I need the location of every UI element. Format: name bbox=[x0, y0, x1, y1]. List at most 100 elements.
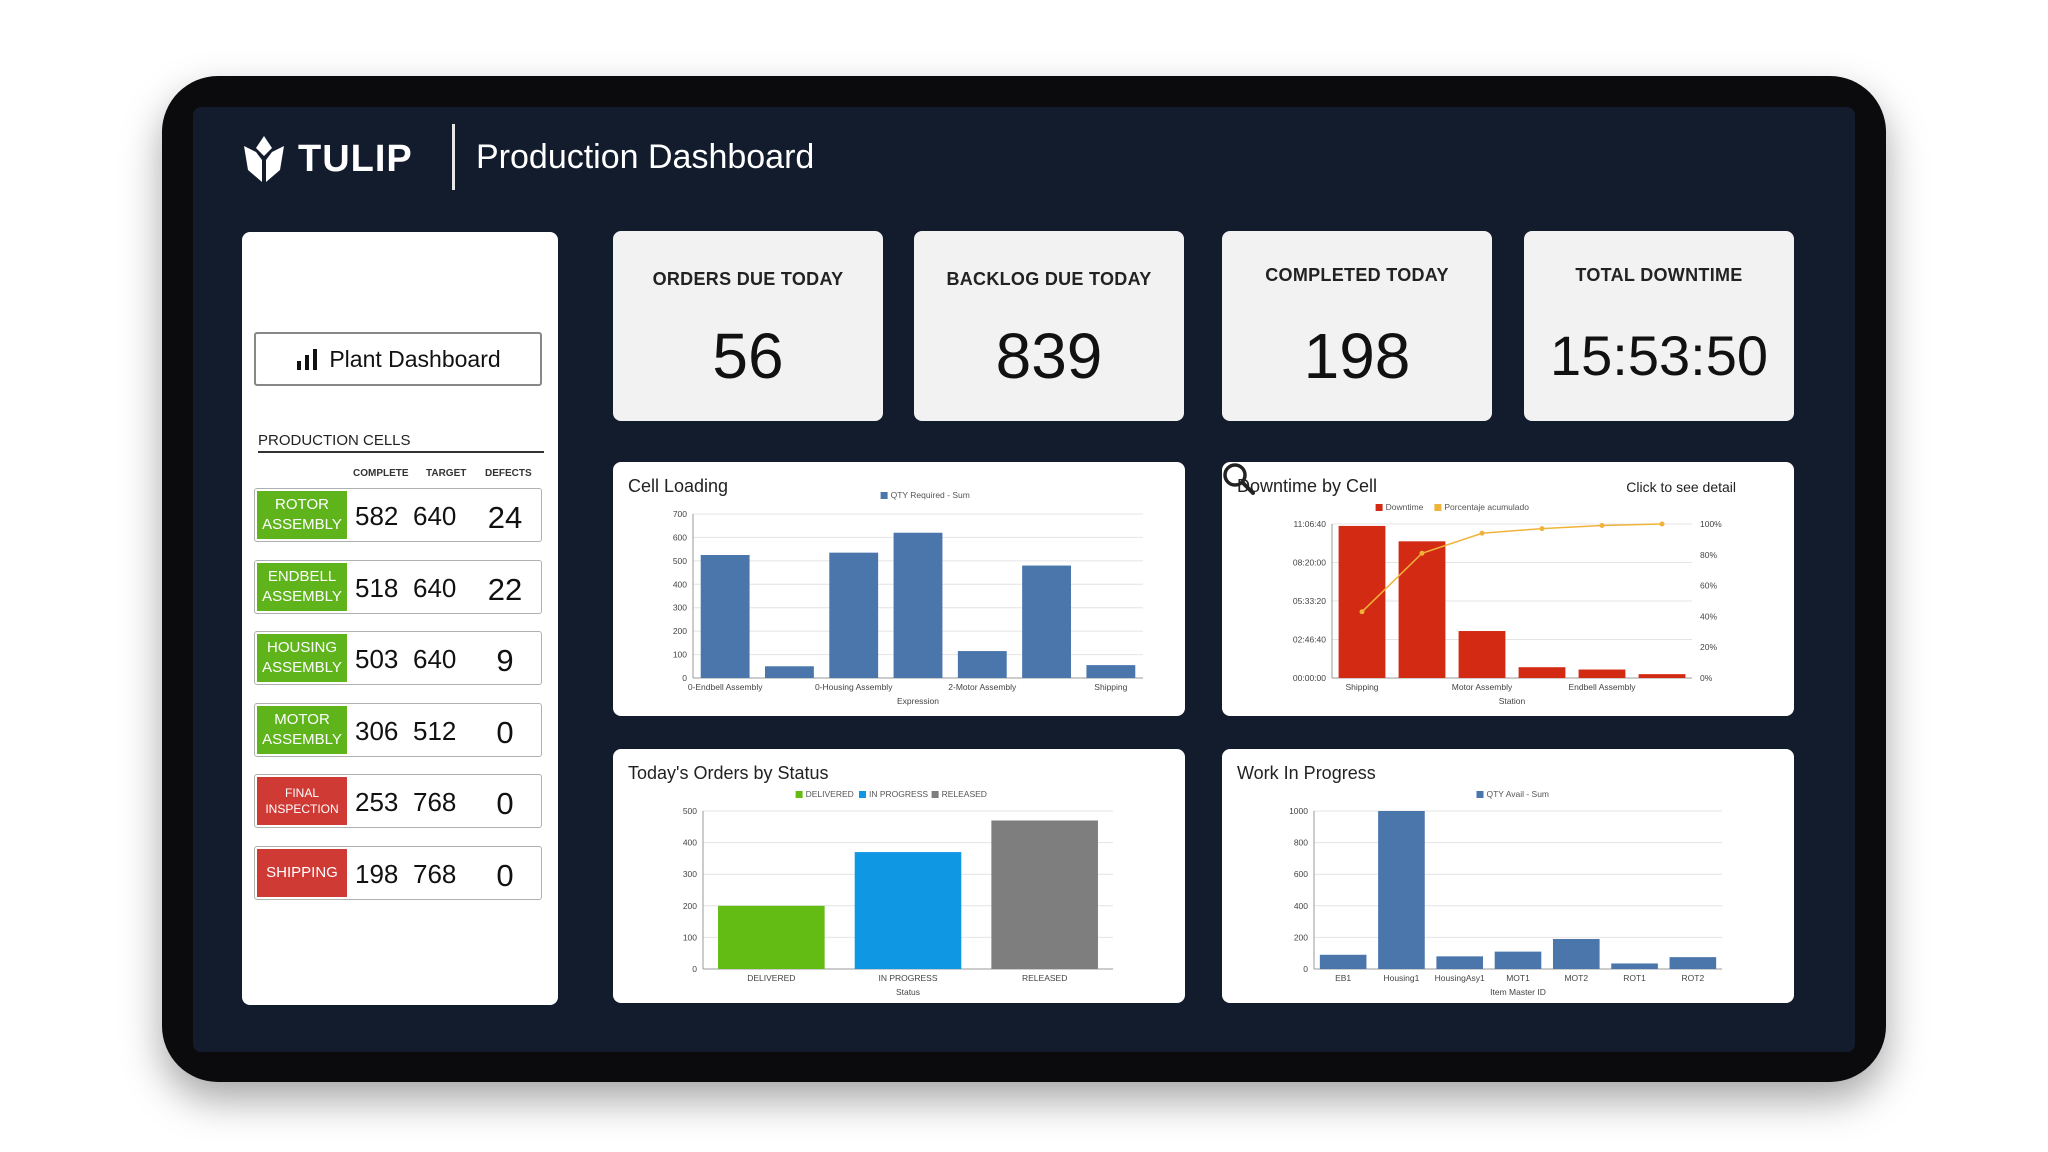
bar bbox=[718, 905, 825, 969]
panel-title: Cell Loading bbox=[628, 476, 729, 496]
header-divider bbox=[452, 124, 455, 190]
x-tick-label: DELIVERED bbox=[747, 973, 795, 983]
see-detail-link[interactable]: Click to see detail bbox=[1626, 479, 1736, 495]
y2-tick-label: 40% bbox=[1700, 611, 1717, 621]
column-header-defects: DEFECTS bbox=[485, 468, 532, 479]
cell-target-value: 640 bbox=[413, 501, 457, 531]
x-tick-label: EB1 bbox=[1335, 973, 1351, 983]
y-tick-label: 0 bbox=[682, 673, 687, 683]
y-tick-label: 400 bbox=[1294, 901, 1308, 911]
x-axis-title: Status bbox=[896, 987, 920, 997]
legend-swatch bbox=[1434, 504, 1442, 511]
y2-tick-label: 100% bbox=[1700, 519, 1722, 529]
production-cell-row[interactable]: HOUSING ASSEMBLY 503 640 9 bbox=[254, 631, 542, 685]
x-tick-label: MOT2 bbox=[1564, 973, 1588, 983]
y-tick-label: 11:06:40 bbox=[1294, 519, 1327, 529]
kpi-value: 839 bbox=[995, 320, 1103, 392]
cell-complete-value: 306 bbox=[355, 715, 399, 746]
bar bbox=[765, 666, 814, 678]
cell-name-badge: ROTOR ASSEMBLY bbox=[257, 491, 347, 539]
search-icon[interactable] bbox=[1222, 462, 1256, 496]
bar bbox=[1611, 963, 1658, 969]
y-tick-label: 100 bbox=[683, 932, 697, 942]
cell-complete-value: 198 bbox=[355, 858, 399, 889]
cell-target-value: 640 bbox=[413, 572, 457, 603]
cell-name-badge: MOTOR ASSEMBLY bbox=[257, 705, 347, 754]
legend-swatch bbox=[931, 791, 939, 798]
y-tick-label: 400 bbox=[673, 579, 687, 589]
page-title: Production Dashboard bbox=[476, 138, 815, 176]
kpi-value: 15:53:50 bbox=[1550, 324, 1768, 387]
bar bbox=[1319, 954, 1367, 969]
plant-dashboard-button[interactable]: Plant Dashboard bbox=[254, 332, 542, 386]
production-cell-row[interactable]: ENDBELL ASSEMBLY 518 640 22 bbox=[254, 559, 542, 614]
cell-defects-value: 9 bbox=[496, 643, 514, 678]
orders-by-status-panel[interactable]: Today's Orders by Status DELIVERED IN PRO… bbox=[613, 749, 1185, 1003]
y-tick-label: 00:00:00 bbox=[1293, 673, 1326, 683]
y-tick-label: 200 bbox=[673, 626, 687, 636]
x-tick-label: Endbell Assembly bbox=[1568, 682, 1636, 692]
cell-target-value: 768 bbox=[413, 858, 457, 889]
production-cell-row[interactable]: SHIPPING 198 768 0 bbox=[254, 845, 542, 900]
y2-tick-label: 0% bbox=[1700, 673, 1713, 683]
bar bbox=[893, 532, 943, 678]
production-cell-row[interactable]: ROTOR ASSEMBLY 582 640 24 bbox=[254, 488, 542, 542]
downtime-by-cell-panel[interactable]: Downtime by Cell Click to see detail Dow… bbox=[1222, 462, 1794, 716]
cell-complete-value: 253 bbox=[355, 787, 399, 817]
work-in-progress-panel[interactable]: Work In Progress QTY Avail - Sum 0 200 400 6… bbox=[1222, 749, 1794, 1003]
cell-name-badge: ENDBELL ASSEMBLY bbox=[257, 562, 347, 611]
x-tick-label: HousingAsy1 bbox=[1435, 973, 1485, 983]
pareto-point bbox=[1539, 526, 1545, 532]
y-tick-label: 0 bbox=[1303, 964, 1308, 974]
brand-name: TULIP bbox=[298, 137, 413, 180]
kpi-value: 56 bbox=[712, 320, 784, 392]
production-cells-title: PRODUCTION CELLS bbox=[258, 432, 544, 453]
kpi-value: 198 bbox=[1303, 320, 1411, 392]
y-tick-label: 200 bbox=[1294, 932, 1308, 942]
kpi-title: ORDERS DUE TODAY bbox=[652, 269, 844, 289]
y-tick-label: 100 bbox=[673, 650, 687, 660]
production-cell-row[interactable]: MOTOR ASSEMBLY 306 512 0 bbox=[254, 702, 542, 757]
production-cell-row[interactable]: FINAL INSPECTION 253 768 0 bbox=[254, 774, 542, 828]
kpi-title: COMPLETED TODAY bbox=[1265, 265, 1449, 285]
bar bbox=[1022, 565, 1071, 678]
bar bbox=[1436, 956, 1484, 969]
y-tick-label: 02:46:40 bbox=[1293, 635, 1326, 645]
work-in-progress-chart: QTY Avail - Sum 0 200 400 600 800 1000 EB1 Housi… bbox=[1289, 789, 1722, 997]
y-tick-label: 800 bbox=[1294, 838, 1308, 848]
y-tick-label: 300 bbox=[683, 869, 697, 879]
bar bbox=[1638, 674, 1686, 678]
legend-swatch bbox=[859, 791, 866, 798]
cell-loading-chart: QTY Required - Sum 0 100 200 300 400 500 600 700… bbox=[673, 490, 1143, 706]
panel-title: Downtime by Cell bbox=[1237, 476, 1378, 496]
y2-tick-label: 60% bbox=[1700, 581, 1717, 591]
x-tick-label: Housing1 bbox=[1383, 973, 1419, 983]
cell-complete-value: 582 bbox=[355, 501, 399, 531]
kpi-completed-today: COMPLETED TODAY 198 bbox=[1222, 231, 1492, 421]
cell-defects-value: 0 bbox=[496, 786, 514, 821]
kpi-title: TOTAL DOWNTIME bbox=[1575, 265, 1743, 285]
cell-loading-panel[interactable]: Cell Loading QTY Required - Sum 0 100 200 30… bbox=[613, 462, 1185, 716]
x-tick-label: IN PROGRESS bbox=[878, 973, 937, 983]
x-tick-label: Motor Assembly bbox=[1452, 682, 1513, 692]
legend-label: QTY Avail - Sum bbox=[1487, 789, 1550, 799]
pareto-point bbox=[1659, 521, 1665, 527]
x-tick-label: Shipping bbox=[1094, 682, 1127, 692]
pareto-point bbox=[1599, 523, 1605, 529]
pareto-line bbox=[1361, 523, 1663, 613]
y-tick-label: 0 bbox=[692, 964, 697, 974]
cell-defects-value: 0 bbox=[496, 857, 514, 893]
y-tick-label: 05:33:20 bbox=[1293, 596, 1326, 606]
y-tick-label: 400 bbox=[683, 838, 697, 848]
tulip-logo: TULIP bbox=[242, 134, 413, 184]
y-tick-label: 08:20:00 bbox=[1293, 558, 1326, 568]
downtime-chart: Downtime Porcentaje acumulado 00:00:00 02:4… bbox=[1293, 502, 1722, 706]
bar bbox=[1552, 938, 1600, 969]
x-tick-label: ROT1 bbox=[1623, 973, 1646, 983]
panel-title: Work In Progress bbox=[1237, 763, 1376, 783]
cell-defects-value: 24 bbox=[487, 500, 523, 535]
x-tick-label: MOT1 bbox=[1506, 973, 1530, 983]
bar bbox=[991, 820, 1098, 969]
cell-target-value: 512 bbox=[413, 715, 457, 746]
bar bbox=[854, 852, 962, 969]
